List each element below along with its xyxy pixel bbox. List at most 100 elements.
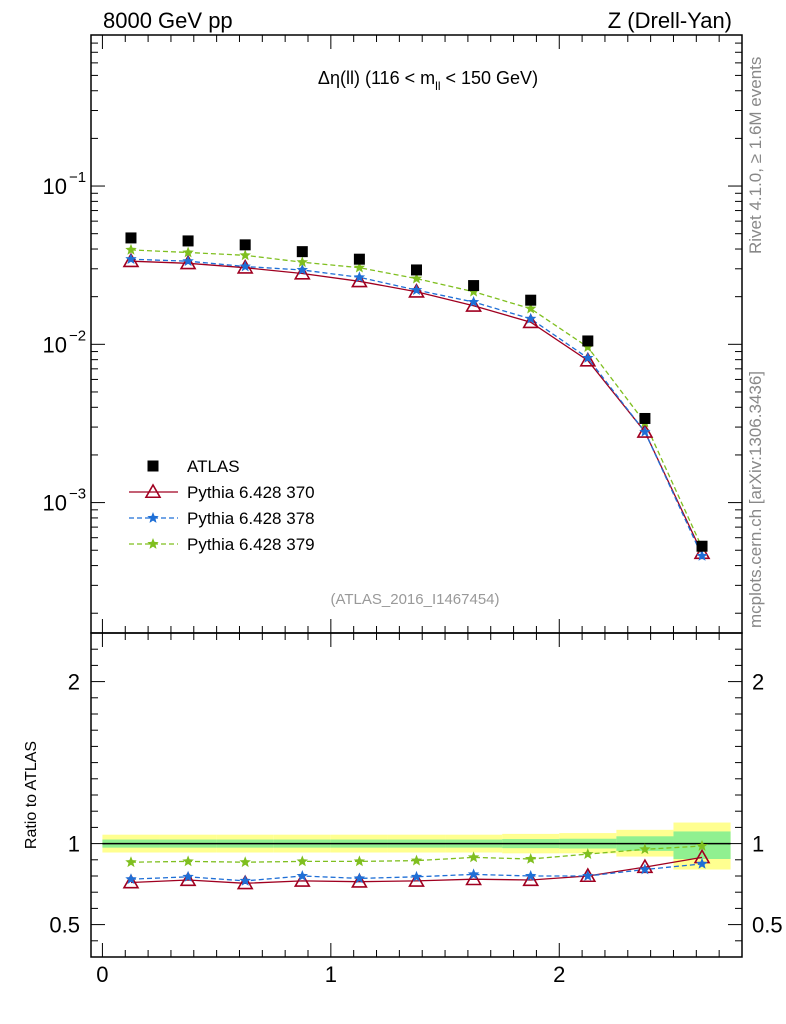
ratio-point-p378 <box>353 872 366 884</box>
ratio-point-p370 <box>179 871 197 887</box>
ratio-point-p378 <box>582 870 594 881</box>
main-point-atlas <box>182 235 194 247</box>
ratio-point-p379 <box>125 856 137 868</box>
ratio-point-p378 <box>525 870 537 881</box>
ratio-point-p379 <box>410 854 423 866</box>
main-point-atlas <box>639 412 651 424</box>
main-plot: 10−310−210−1 Δη(ll) (116 < mll < 150 GeV… <box>43 34 743 634</box>
ratio-point-p378 <box>239 874 251 886</box>
main-point-p370 <box>465 297 482 312</box>
main-point-p378 <box>467 296 480 307</box>
main-point-p370 <box>122 252 140 268</box>
rivet-label: Rivet 4.1.0, ≥ 1.6M events <box>746 57 765 254</box>
legend-label-p378: Pythia 6.428 378 <box>187 509 315 528</box>
main-point-p378 <box>582 352 594 363</box>
ratio-point-p379 <box>639 843 651 855</box>
main-point-atlas <box>353 253 365 265</box>
main-point-p379 <box>582 341 594 352</box>
ratio-y-tick-label: 1 <box>68 832 80 857</box>
ratio-point-p370 <box>465 870 482 886</box>
main-line-p378 <box>130 258 703 557</box>
ratio-point-p370 <box>236 874 254 890</box>
main-point-p378 <box>525 312 537 324</box>
main-point-atlas <box>411 264 422 276</box>
ratio-point-p370 <box>293 872 311 887</box>
main-title: Δη(ll) (116 < mll < 150 GeV) <box>318 68 538 93</box>
ratio-point-p370 <box>122 873 140 889</box>
ratio-frame <box>90 632 743 958</box>
ratio-point-p378 <box>696 857 708 869</box>
main-point-atlas <box>525 294 537 306</box>
ratio-y-tick-label-right: 0.5 <box>752 913 783 938</box>
legend-marker-atlas <box>147 460 159 472</box>
main-point-p379 <box>296 256 308 268</box>
ratio-y-tick-label-right: 1 <box>752 832 764 857</box>
main-point-p378 <box>410 284 423 295</box>
main-point-p379 <box>125 243 137 255</box>
ratio-point-p378 <box>125 873 137 885</box>
main-line-p379 <box>130 249 703 548</box>
main-point-p379 <box>467 285 480 297</box>
main-point-p378 <box>296 264 308 275</box>
main-point-p378 <box>182 255 194 267</box>
main-point-p370 <box>408 283 425 298</box>
ratio-point-p370 <box>636 858 654 874</box>
ratio-point-p379 <box>353 855 366 867</box>
ratio-y-tick-label: 0.5 <box>49 913 80 938</box>
main-point-p379 <box>239 249 251 261</box>
main-point-p378 <box>696 550 708 561</box>
main-point-p370 <box>351 272 368 288</box>
ratio-point-p370 <box>351 873 368 888</box>
ratio-point-p379 <box>182 855 194 867</box>
legend-label-atlas: ATLAS <box>187 457 240 476</box>
legend-marker-p379 <box>147 538 159 549</box>
legend-label-p379: Pythia 6.428 379 <box>187 535 315 554</box>
main-point-p378 <box>353 271 366 283</box>
ratio-line-p370 <box>130 856 703 884</box>
legend-marker-p378 <box>147 512 159 523</box>
ratio-point-p379 <box>296 855 308 867</box>
legend-marker-p370 <box>144 483 162 499</box>
ratio-line-p378 <box>130 863 703 882</box>
ratio-point-p370 <box>522 871 540 887</box>
ratio-line-p379 <box>130 845 703 863</box>
ratio-y-tick-label: 2 <box>68 670 80 695</box>
main-point-atlas <box>239 239 251 251</box>
ratio-point-p379 <box>582 848 594 859</box>
ratio-point-p379 <box>467 851 480 863</box>
ratio-ylabel: Ratio to ATLAS <box>23 741 40 849</box>
ratio-plot: 0.5 0.5 1 1 2 2 0 1 2 Ratio to ATLAS <box>23 632 783 987</box>
main-point-atlas <box>296 246 308 258</box>
header-left-label: 8000 GeV pp <box>103 8 233 33</box>
main-point-p378 <box>639 425 651 437</box>
mcplots-label: mcplots.cern.ch [arXiv:1306.3436] <box>746 371 765 628</box>
main-point-p370 <box>522 313 540 329</box>
main-point-p379 <box>182 246 194 258</box>
main-point-p370 <box>236 259 254 274</box>
ratio-y-tick-label-right: 2 <box>752 670 764 695</box>
y-tick-label-exponent: −2 <box>69 327 86 344</box>
y-tick-label: 10 <box>43 174 67 199</box>
y-tick-label: 10 <box>43 491 67 516</box>
main-point-p378 <box>125 253 137 264</box>
ratio-point-p378 <box>467 868 480 880</box>
main-point-p370 <box>179 254 197 270</box>
analysis-ref: (ATLAS_2016_I1467454) <box>330 591 499 608</box>
x-tick-label: 1 <box>325 962 337 987</box>
legend-label-p370: Pythia 6.428 370 <box>187 483 315 502</box>
main-point-atlas <box>125 232 137 244</box>
ratio-point-p379 <box>239 856 251 868</box>
ratio-point-p379 <box>696 840 708 851</box>
ratio-point-p370 <box>408 872 425 887</box>
ratio-point-p378 <box>410 870 423 882</box>
main-point-atlas <box>696 540 708 552</box>
main-point-atlas <box>582 335 594 347</box>
y-tick-label: 10 <box>43 332 67 357</box>
main-point-p370 <box>579 351 597 367</box>
legend: ATLAS Pythia 6.428 370 Pythia 6.428 378 Pyt… <box>129 457 315 554</box>
ratio-point-p378 <box>182 870 194 882</box>
main-point-p378 <box>239 260 251 272</box>
main-point-p370 <box>293 264 311 280</box>
main-point-p379 <box>353 261 366 273</box>
